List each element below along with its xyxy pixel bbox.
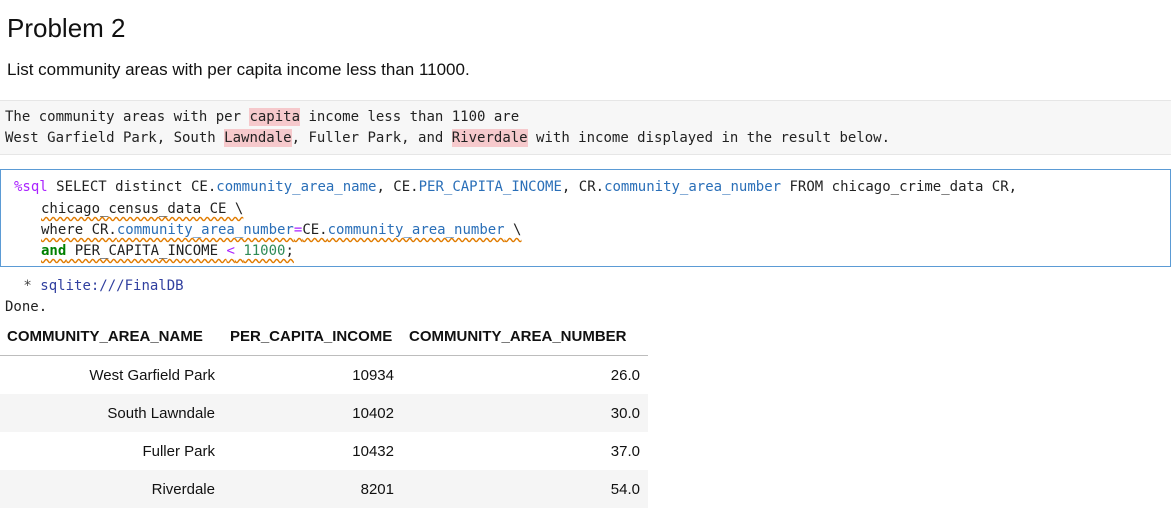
code-text: where CR.	[41, 222, 117, 238]
markdown-text: income less than 1100 are	[300, 109, 520, 125]
code-text: CE.	[302, 222, 328, 238]
table-row: West Garfield Park 10934 26.0	[0, 356, 648, 395]
table-header-row: COMMUNITY_AREA_NAME PER_CAPITA_INCOME CO…	[0, 318, 648, 356]
code-text: FROM chicago_crime_data CR,	[781, 179, 1018, 195]
code-line-3: where CR.community_area_number=CE.commun…	[41, 222, 521, 238]
cell-per-capita-income: 10432	[352, 442, 394, 460]
markdown-text: West Garfield Park, South	[5, 130, 225, 146]
markdown-line-1: The community areas with per capita inco…	[5, 108, 520, 126]
code-attribute: community_area_number	[116, 222, 294, 238]
result-table: COMMUNITY_AREA_NAME PER_CAPITA_INCOME CO…	[0, 318, 648, 508]
code-keyword: and	[41, 243, 67, 259]
code-line-1: %sql SELECT distinct CE.community_area_n…	[14, 179, 1017, 195]
column-header: PER_CAPITA_INCOME	[223, 318, 402, 356]
code-attribute: PER_CAPITA_INCOME	[418, 179, 562, 195]
done-message: Done.	[5, 299, 48, 315]
code-text: chicago_census_data CE \	[41, 201, 244, 217]
cell-community-name: South Lawndale	[0, 394, 223, 432]
markdown-line-2: West Garfield Park, South Lawndale, Full…	[5, 129, 891, 147]
table-row: Riverdale 8201 54.0	[0, 470, 648, 508]
cell-per-capita-income: 8201	[223, 470, 402, 508]
cell-community-number: 26.0	[610, 366, 640, 384]
code-text: , CE.	[376, 179, 419, 195]
column-header: COMMUNITY_AREA_NAME	[0, 318, 223, 356]
cell-community-name: West Garfield Park	[89, 366, 215, 384]
table-row: Fuller Park 10432 37.0	[0, 432, 648, 470]
cell-community-name: Riverdale	[0, 470, 223, 508]
code-line-4: and PER_CAPITA_INCOME < 11000;	[41, 243, 294, 259]
cell-per-capita-income: 10934	[352, 366, 394, 384]
spellcheck-highlight: capita	[249, 108, 301, 126]
connection-url: sqlite:///FinalDB	[40, 278, 184, 294]
code-text: SELECT distinct CE.	[47, 179, 217, 195]
cell-per-capita-income: 10402	[223, 394, 402, 432]
sql-magic: %sql	[14, 179, 48, 195]
code-text: , CR.	[561, 179, 605, 195]
code-attribute: community_area_number	[604, 179, 782, 195]
markdown-cell[interactable]: The community areas with per capita inco…	[0, 100, 1171, 155]
problem-heading: Problem 2	[7, 13, 126, 43]
code-attribute: community_area_name	[216, 179, 377, 195]
markdown-text: with income displayed in the result belo…	[527, 130, 891, 146]
code-text: \	[504, 222, 522, 238]
code-operator: =	[293, 222, 303, 238]
spellcheck-highlight: Lawndale	[224, 129, 292, 147]
spellcheck-highlight: Riverdale	[451, 129, 528, 147]
code-attribute: community_area_number	[327, 222, 505, 238]
code-line-2: chicago_census_data CE \	[41, 201, 243, 217]
column-header: COMMUNITY_AREA_NUMBER	[402, 318, 648, 356]
markdown-text: , Fuller Park, and	[291, 130, 452, 146]
problem-description: List community areas with per capita inc…	[7, 60, 470, 79]
cell-community-number: 37.0	[610, 442, 640, 460]
connection-string: * sqlite:///FinalDB	[15, 278, 184, 294]
code-number: 11000	[243, 243, 286, 259]
code-operator: <	[226, 243, 235, 259]
cell-community-number: 30.0	[402, 394, 648, 432]
cell-community-name: Fuller Park	[142, 442, 215, 460]
code-text: ;	[285, 243, 294, 259]
markdown-text: The community areas with per	[5, 109, 250, 125]
code-text: PER_CAPITA_INCOME	[66, 243, 227, 259]
cell-community-number: 54.0	[402, 470, 648, 508]
table-row: South Lawndale 10402 30.0	[0, 394, 648, 432]
connection-star: *	[15, 278, 41, 294]
code-cell-editor[interactable]: %sql SELECT distinct CE.community_area_n…	[0, 169, 1171, 267]
